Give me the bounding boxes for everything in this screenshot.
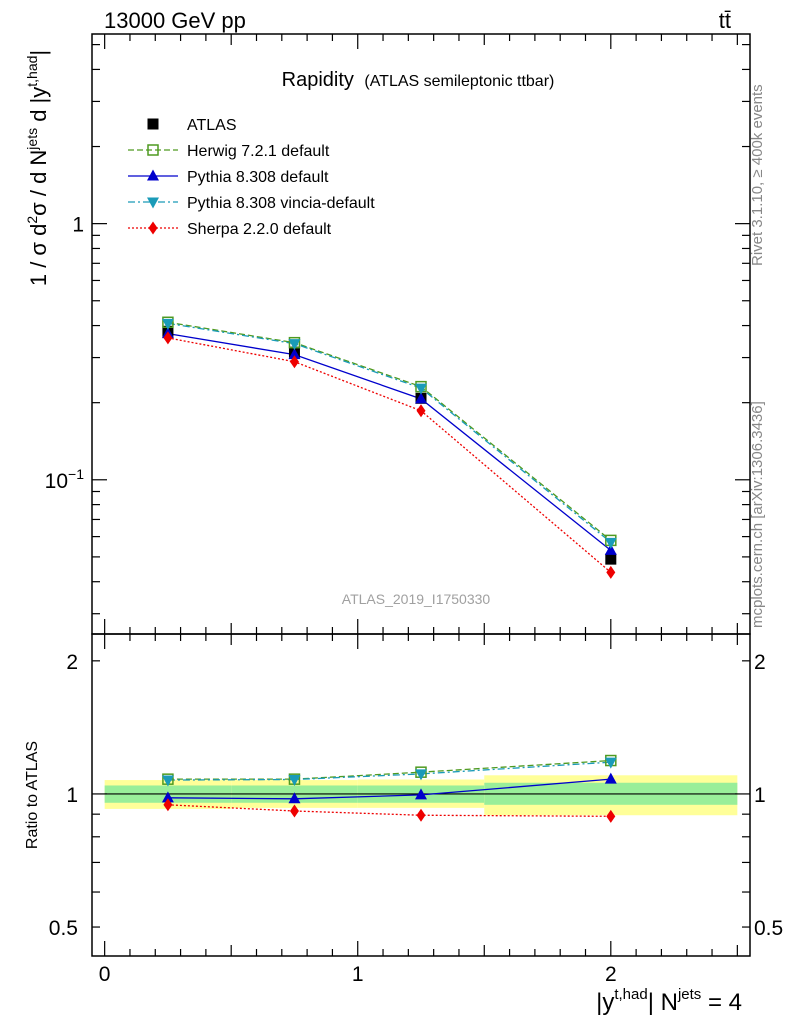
ylabel-sup-a: 2: [24, 216, 40, 224]
ratio-y-axis-label: Ratio to ATLAS: [24, 741, 41, 849]
ratio-y-tick-label-right-1: 1: [754, 784, 766, 807]
main-series-point-4-2: [416, 404, 426, 418]
legend-marker-0: [147, 118, 159, 130]
ratio-series-point-3-2: [416, 808, 426, 822]
mcplots-label: mcplots.cern.ch [arXiv:1306.3436]: [749, 401, 766, 628]
ratio-series-point-2-0: [161, 775, 174, 787]
main-series-line-2: [167, 333, 612, 551]
x-axis-label: |yt,had| Njets = 4: [596, 986, 742, 1016]
series-lines: [167, 321, 612, 817]
legend-label-2: Pythia 8.308 default: [187, 169, 329, 186]
ratio-series-point-1-3: [604, 772, 617, 784]
legend-marker-4: [148, 221, 158, 235]
analysis-watermark: ATLAS_2019_I1750330: [342, 591, 491, 607]
xlabel-part-b: | N: [648, 989, 678, 1016]
main-series-point-2-1: [288, 348, 301, 360]
legend-marker-1: [147, 144, 159, 156]
ratio-frame: [91, 633, 751, 957]
energy-label: 13000 GeV pp: [104, 8, 246, 33]
main-y-axis-label: 1 / σ d2σ / d Njets d |yt,had|: [24, 50, 51, 286]
ratio-y-tick-label-right-2: 2: [754, 651, 766, 674]
rivet-version-label: Rivet 3.1.10, ≥ 400k events: [749, 84, 766, 266]
ratio-y-tick-label-left-2: 2: [66, 651, 78, 674]
ratio-series-point-1-1: [288, 792, 301, 804]
ylabel-part-b: σ / d N: [26, 150, 51, 216]
main-series-line-4: [167, 337, 612, 573]
ratio-y-tick-label-left-0: 0.5: [49, 917, 78, 940]
main-title-line: Rapidity (ATLAS semileptonic ttbar): [282, 69, 555, 91]
main-series-point-3-0: [161, 318, 174, 330]
legend-label-3: Pythia 8.308 vincia-default: [187, 195, 375, 212]
ratio-y-tick-label-left-1: 1: [66, 784, 78, 807]
main-title: Rapidity: [282, 69, 354, 91]
process-label: tt̄: [719, 8, 731, 33]
main-series-point-0-3: [605, 553, 617, 565]
ratio-series-point-2-1: [288, 775, 301, 787]
ratio-series-line-1: [167, 778, 611, 800]
legend-marker-3: [147, 197, 159, 209]
main-series-line-3: [167, 322, 612, 543]
ylabel-sup-c: t,had: [24, 56, 40, 87]
main-series-point-3-2: [415, 383, 427, 395]
main-series-point-4-0: [163, 331, 173, 345]
ratio-series-point-1-2: [415, 788, 427, 800]
ratio-series-point-3-3: [606, 809, 616, 823]
x-tick-label-2: 2: [605, 963, 617, 986]
main-series-point-3-1: [288, 339, 301, 351]
ylabel-part-c: d |y: [26, 87, 51, 128]
ratio-series-point-3-1: [289, 804, 299, 818]
main-series-point-2-2: [415, 392, 427, 404]
series-markers: [161, 316, 617, 823]
legend: ATLAS Herwig 7.2.1 default Pythia 8.308 de…: [128, 117, 375, 238]
ylabel-sup-b: jets: [24, 128, 40, 151]
ratio-series-point-1-0: [161, 791, 174, 803]
xlabel-sup-a: t,had: [614, 986, 647, 1003]
main-series-point-4-3: [606, 565, 616, 579]
ratio-series-point-3-0: [163, 798, 173, 812]
ratio-series-line-2: [167, 761, 611, 781]
legend-label-0: ATLAS: [187, 117, 237, 134]
ylabel-part-d: |: [26, 50, 51, 56]
legend-marker-2: [147, 169, 159, 181]
legend-label-1: Herwig 7.2.1 default: [187, 143, 330, 160]
main-series-line-1: [167, 321, 612, 541]
ylabel-part-a: 1 / σ d: [26, 224, 51, 287]
main-subtitle: (ATLAS semileptonic ttbar): [364, 73, 554, 90]
main-series-point-2-3: [604, 543, 617, 555]
main-y-tick-label-0: 1: [72, 214, 84, 237]
axes: 1 10−1 0.5 0.5 1 1 2 2 0 1 2: [45, 33, 783, 986]
ratio-series-line-3: [167, 804, 611, 817]
xlabel-sup-b: jets: [677, 986, 701, 1003]
x-tick-label-1: 1: [352, 963, 364, 986]
xlabel-part-a: |y: [596, 989, 614, 1016]
main-series-point-3-3: [604, 537, 617, 549]
main-series-point-4-1: [289, 355, 299, 369]
ratio-series-point-2-2: [415, 769, 427, 781]
xlabel-part-c: = 4: [701, 989, 742, 1016]
x-tick-label-0: 0: [99, 963, 111, 986]
ratio-y-tick-label-right-0: 0.5: [754, 917, 783, 940]
legend-label-4: Sherpa 2.2.0 default: [187, 221, 332, 238]
main-y-tick-label-1: 10−1: [45, 466, 85, 493]
ratio-series-point-2-3: [604, 757, 617, 769]
